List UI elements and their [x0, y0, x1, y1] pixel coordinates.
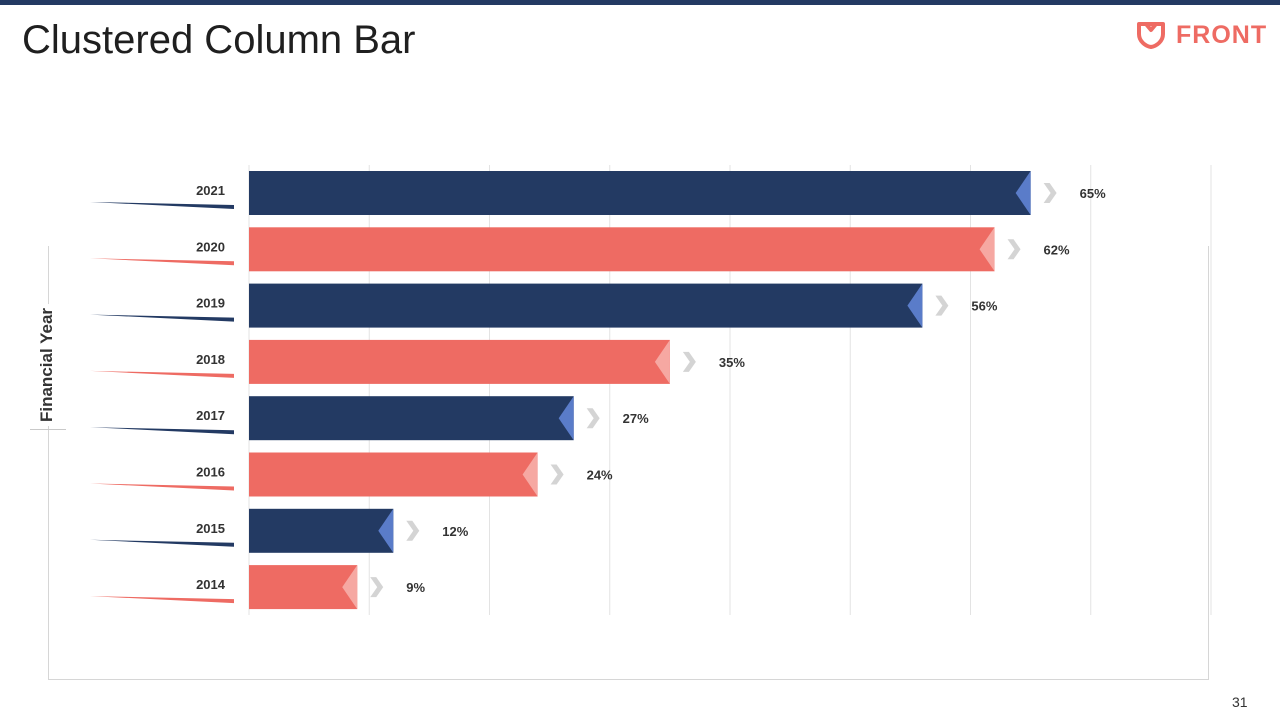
- value-label: 9%: [406, 580, 425, 595]
- chart-frame: [48, 246, 1209, 680]
- bar: [249, 339, 670, 384]
- category-label: 2020: [196, 239, 225, 254]
- bar: [249, 283, 923, 328]
- arrow-marker: [1043, 183, 1057, 203]
- label-stroke: [90, 258, 234, 266]
- bar-tip: [907, 283, 923, 328]
- bar: [249, 452, 538, 497]
- bar-tip: [522, 452, 538, 497]
- value-label: 62%: [1044, 242, 1070, 257]
- category-label: 2014: [196, 577, 226, 592]
- bar-tip: [1015, 171, 1031, 215]
- logo-text: FRONT: [1176, 20, 1268, 49]
- bar: [249, 396, 574, 441]
- arrow-marker: [370, 577, 384, 598]
- value-label: 65%: [1080, 186, 1106, 201]
- bar: [249, 565, 358, 610]
- category-label: 2015: [196, 521, 225, 536]
- label-stroke: [90, 596, 234, 604]
- page-number: 31: [1232, 694, 1248, 710]
- slide-title: Clustered Column Bar: [22, 18, 416, 62]
- label-stroke: [90, 370, 234, 378]
- label-stroke: [90, 314, 234, 322]
- label-stroke: [90, 483, 234, 491]
- value-label: 12%: [442, 524, 468, 539]
- label-stroke: [90, 202, 234, 209]
- value-label: 27%: [623, 411, 649, 426]
- value-label: 35%: [719, 355, 745, 370]
- bar-tip: [378, 508, 394, 553]
- arrow-marker: [935, 295, 949, 316]
- bar-tip: [654, 339, 670, 384]
- arrow-marker: [682, 351, 696, 372]
- category-label: 2016: [196, 465, 225, 480]
- logo: FRONT: [1136, 18, 1267, 52]
- bar-tip: [558, 396, 574, 441]
- label-stroke: [90, 427, 234, 435]
- value-label: 56%: [971, 299, 997, 314]
- axis-title-tick: [30, 429, 66, 430]
- bar-tip: [342, 565, 358, 610]
- bar: [249, 227, 995, 272]
- arrow-marker: [586, 408, 600, 429]
- arrow-marker: [550, 464, 564, 485]
- arrow-marker: [1007, 239, 1021, 260]
- bar-tip: [979, 227, 995, 272]
- category-label: 2021: [196, 183, 225, 198]
- top-accent-rule: [0, 0, 1280, 5]
- arrow-marker: [406, 520, 420, 541]
- bar: [249, 508, 394, 553]
- category-label: 2017: [196, 408, 225, 423]
- category-label: 2019: [196, 296, 225, 311]
- bar: [249, 171, 1031, 215]
- label-stroke: [90, 539, 234, 547]
- value-label: 24%: [587, 468, 613, 483]
- heart-shield-icon: [1136, 21, 1166, 49]
- category-label: 2018: [196, 352, 225, 367]
